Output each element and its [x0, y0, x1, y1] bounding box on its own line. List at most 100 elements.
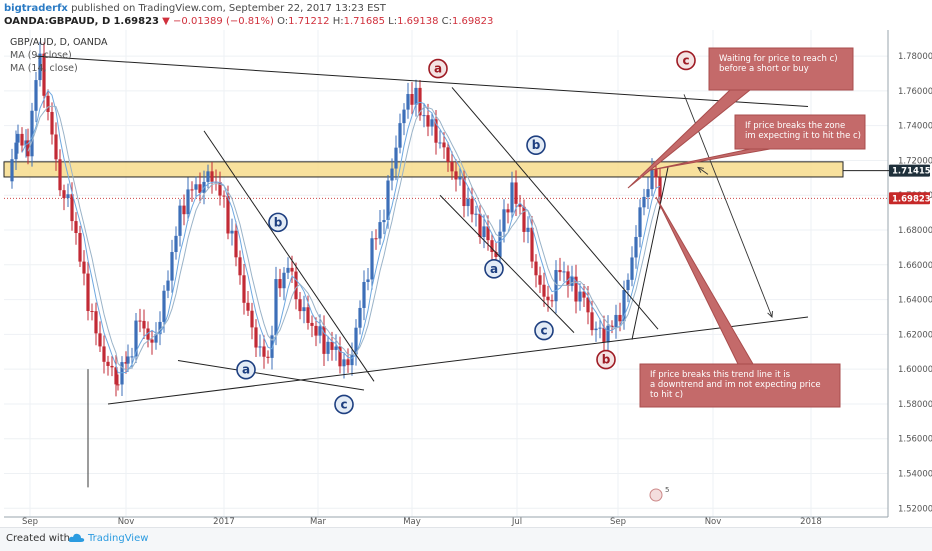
wave-label-a: a — [428, 58, 448, 79]
y-tick-label: 1.78000 — [898, 52, 932, 62]
candle — [522, 199, 526, 243]
candle — [502, 199, 506, 243]
candle — [242, 263, 246, 315]
trend-line[interactable] — [35, 55, 809, 108]
y-tick-label: 1.62000 — [898, 330, 932, 340]
candle — [278, 268, 282, 297]
trend-line[interactable] — [439, 194, 575, 333]
open-label: O: — [277, 16, 289, 27]
candle — [182, 194, 186, 226]
candle — [430, 112, 434, 136]
candle — [542, 272, 546, 307]
candle — [490, 233, 494, 260]
svg-text:b: b — [274, 215, 283, 229]
candle — [34, 71, 38, 123]
x-tick-label: Sep — [22, 517, 38, 527]
svg-text:1.71415: 1.71415 — [892, 167, 931, 177]
y-tick-label: 1.54000 — [898, 470, 932, 480]
candle — [42, 42, 46, 108]
legend-ma14: MA (14, close) — [10, 63, 78, 74]
wave-label-a: a — [484, 259, 504, 279]
candle — [190, 181, 194, 202]
candle — [638, 199, 642, 248]
trend-line[interactable] — [107, 316, 809, 405]
candle — [466, 187, 470, 217]
candle — [454, 159, 458, 192]
candle — [146, 321, 150, 348]
callout-note[interactable]: Waiting for price to reach c)before a sh… — [627, 47, 854, 189]
moving-averages — [21, 89, 661, 374]
wave-label-c: c — [534, 320, 554, 341]
candles — [10, 41, 662, 488]
callout-text: to hit c) — [650, 390, 683, 400]
high-label: H: — [332, 16, 344, 27]
axes: 1.780001.760001.740001.720001.700001.680… — [4, 30, 932, 527]
tradingview-brand[interactable]: TradingView — [88, 533, 149, 544]
supply-zone — [3, 161, 844, 178]
candle — [194, 176, 198, 198]
y-tick-label: 1.64000 — [898, 296, 932, 306]
candle — [458, 168, 462, 186]
candle — [626, 273, 630, 303]
author-link[interactable]: bigtraderfx — [4, 3, 68, 14]
trend-line[interactable] — [177, 359, 365, 391]
candle — [314, 317, 318, 347]
trend-line[interactable] — [203, 130, 375, 382]
candle — [116, 374, 120, 391]
candle — [98, 321, 102, 352]
candle — [414, 79, 418, 117]
candle — [394, 135, 398, 181]
svg-text:c: c — [682, 53, 689, 67]
candle — [390, 158, 394, 191]
price-chart[interactable]: Waiting for price to reach c)before a sh… — [0, 30, 932, 527]
callouts: Waiting for price to reach c)before a sh… — [627, 47, 866, 408]
candle — [134, 313, 138, 363]
candle — [434, 110, 438, 155]
candle — [66, 183, 70, 207]
callout-text: If price breaks the zone — [745, 121, 845, 131]
chart-header: bigtraderfx published on TradingView.com… — [0, 0, 932, 30]
event-badge-icon[interactable]: 5 — [649, 486, 669, 502]
price-tag: 1.71415 — [889, 164, 931, 177]
x-tick-label: Mar — [310, 517, 327, 527]
candle — [562, 261, 566, 282]
candle — [534, 254, 538, 288]
candle — [298, 292, 302, 320]
trend-line[interactable] — [631, 167, 669, 340]
created-with-text: Created with — [6, 533, 70, 544]
candle — [634, 225, 638, 269]
candle — [602, 315, 606, 352]
candle — [578, 283, 582, 311]
low-label: L: — [388, 16, 398, 27]
y-tick-label: 1.72000 — [898, 156, 932, 166]
footer: Created with TradingView — [0, 527, 932, 551]
tradingview-cloud-icon — [68, 533, 85, 542]
candle — [474, 205, 478, 227]
plot-area[interactable] — [4, 30, 888, 517]
arrow[interactable] — [697, 166, 709, 175]
candle — [254, 319, 258, 357]
candle — [226, 185, 230, 240]
price-change: ▼ −0.01389 (−0.81%) — [162, 16, 274, 27]
candle — [114, 355, 118, 397]
candle — [282, 267, 286, 301]
candle — [346, 348, 350, 373]
candle — [550, 294, 554, 308]
wave-label-c: c — [676, 50, 696, 71]
candle — [50, 102, 54, 145]
symbol-label: OANDA:GBPAUD, D — [4, 16, 111, 27]
candle — [526, 216, 530, 244]
candle — [286, 257, 290, 279]
candle — [586, 285, 590, 325]
svg-text:a: a — [434, 62, 442, 76]
svg-text:5: 5 — [665, 486, 669, 494]
trend-line[interactable] — [451, 87, 659, 330]
x-tick-label: Nov — [705, 517, 722, 527]
callout-note[interactable]: If price breaks this trend line it isa d… — [639, 196, 841, 408]
wave-labels: a c b b b a c a c — [236, 50, 696, 415]
candle — [218, 171, 222, 206]
y-tick-label: 1.52000 — [898, 504, 932, 514]
candle — [78, 225, 82, 268]
candle — [158, 311, 162, 346]
